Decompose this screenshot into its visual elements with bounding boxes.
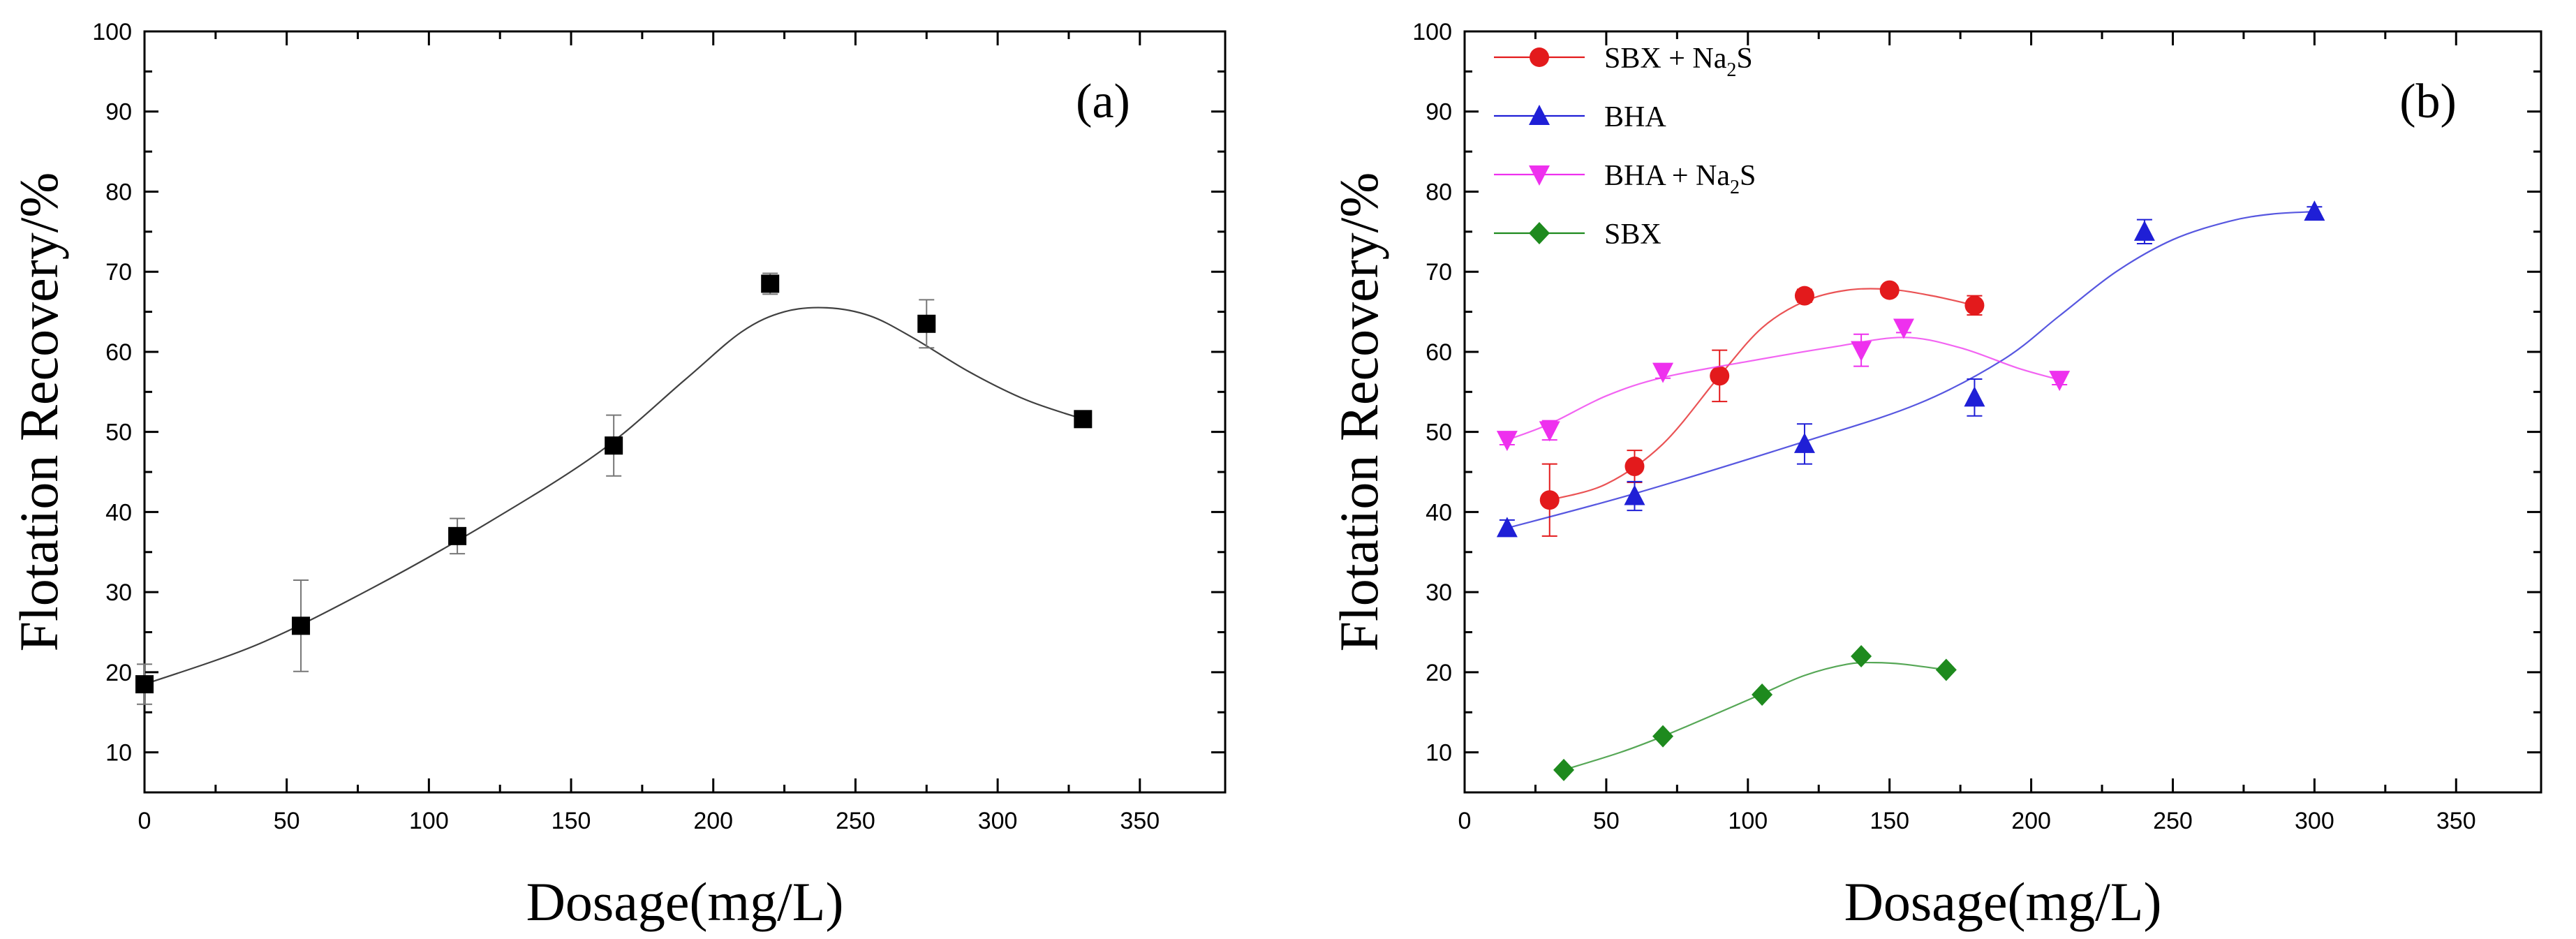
x-tick-label: 200 <box>2011 808 2051 834</box>
y-tick-label: 80 <box>105 179 132 205</box>
x-tick-label: 300 <box>978 808 1018 834</box>
x-tick-label: 150 <box>552 808 591 834</box>
series-3 <box>1553 644 1957 781</box>
legend-label: BHA <box>1604 101 1666 133</box>
x-tick-label: 150 <box>1870 808 1909 834</box>
y-tick-label: 30 <box>1426 579 1452 606</box>
y-tick-label: 90 <box>105 99 132 126</box>
x-tick-label: 50 <box>274 808 300 834</box>
data-point <box>1496 517 1518 538</box>
data-point <box>605 436 623 455</box>
legend-marker <box>1529 222 1550 244</box>
x-tick-label: 300 <box>2295 808 2334 834</box>
data-point <box>2304 200 2325 221</box>
y-tick-label: 70 <box>105 259 132 286</box>
x-tick-label: 100 <box>1728 808 1768 834</box>
data-point <box>1624 485 1645 505</box>
y-tick-label: 40 <box>1426 499 1452 526</box>
plot-frame <box>143 30 1227 794</box>
y-tick-label: 30 <box>105 579 132 606</box>
y-tick-label: 70 <box>1426 259 1452 286</box>
legend-marker <box>1530 47 1549 67</box>
data-point <box>1652 725 1674 748</box>
y-tick-label: 20 <box>1426 660 1452 686</box>
x-tick-label: 350 <box>1120 808 1160 834</box>
x-axis-title: Dosage(mg/L) <box>526 871 844 932</box>
y-tick-label: 50 <box>1426 420 1452 446</box>
data-point <box>1935 658 1957 681</box>
y-tick-label: 10 <box>105 740 132 767</box>
data-point <box>1851 644 1872 667</box>
data-point <box>2133 220 2155 241</box>
data-point <box>2049 371 2071 392</box>
y-axis-title: Flotation Recovery/% <box>8 172 69 652</box>
x-tick-label: 250 <box>2153 808 2193 834</box>
x-tick-label: 0 <box>138 808 151 834</box>
y-tick-label: 100 <box>92 19 132 45</box>
y-tick-label: 50 <box>105 420 132 446</box>
fit-curve <box>1549 288 1975 501</box>
panel-label: (b) <box>2399 75 2457 128</box>
x-tick-label: 200 <box>693 808 733 834</box>
fit-curve <box>1563 661 1946 771</box>
data-point <box>1893 318 1914 339</box>
data-point <box>1553 758 1575 781</box>
y-axis-title: Flotation Recovery/% <box>1328 172 1389 652</box>
legend-label: SBX + Na2S <box>1604 43 1753 81</box>
panel-label: (a) <box>1076 75 1130 128</box>
plot-frame <box>1463 30 2542 794</box>
data-point <box>1710 366 1730 386</box>
y-tick-label: 90 <box>1426 99 1452 126</box>
data-point <box>292 616 311 635</box>
chart-panel-a: 0 50 100 150 200 250 300 350 10 20 30 40 50 60 70 80 90 1… <box>8 19 1227 932</box>
y-tick-label: 60 <box>105 339 132 366</box>
legend-label: SBX <box>1604 219 1661 251</box>
fit-curve <box>1507 337 2060 441</box>
fit-curve <box>144 306 1083 686</box>
data-point <box>135 675 154 694</box>
legend-label: BHA + Na2S <box>1604 160 1756 198</box>
data-point <box>917 314 936 333</box>
y-tick-label: 40 <box>105 499 132 526</box>
data-point <box>448 526 467 545</box>
fit-curve <box>1507 211 2315 529</box>
chart-panel-b: 0 50 100 150 200 250 300 350 10 20 30 40 50 60 70 80 90 1… <box>1328 19 2542 932</box>
y-tick-label: 10 <box>1426 740 1452 767</box>
data-point <box>1964 295 1985 316</box>
data-point <box>1752 683 1773 707</box>
data-point <box>1964 386 1985 407</box>
x-tick-label: 350 <box>2436 808 2476 834</box>
y-tick-label: 20 <box>105 660 132 686</box>
series-2 <box>1496 318 2071 452</box>
data-point <box>761 274 780 293</box>
data-point <box>1793 432 1815 453</box>
data-point <box>1879 280 1900 300</box>
series-1 <box>1496 200 2325 538</box>
x-axis-title: Dosage(mg/L) <box>1844 871 2162 932</box>
series-0 <box>135 272 1093 705</box>
data-point <box>1794 286 1814 306</box>
x-tick-label: 0 <box>1458 808 1472 834</box>
x-tick-label: 100 <box>409 808 449 834</box>
legend-marker <box>1529 105 1550 125</box>
data-point <box>1496 431 1518 452</box>
data-point <box>1851 341 1872 362</box>
y-tick-label: 80 <box>1426 179 1452 205</box>
x-tick-label: 50 <box>1593 808 1620 834</box>
legend-marker <box>1529 165 1550 186</box>
data-point <box>1074 410 1093 429</box>
x-tick-label: 250 <box>836 808 875 834</box>
data-point <box>1652 362 1674 383</box>
y-tick-label: 100 <box>1412 19 1452 45</box>
data-point <box>1539 490 1560 510</box>
y-tick-label: 60 <box>1426 339 1452 366</box>
data-point <box>1539 421 1560 442</box>
data-point <box>1624 457 1645 477</box>
series-0 <box>1539 280 1985 537</box>
